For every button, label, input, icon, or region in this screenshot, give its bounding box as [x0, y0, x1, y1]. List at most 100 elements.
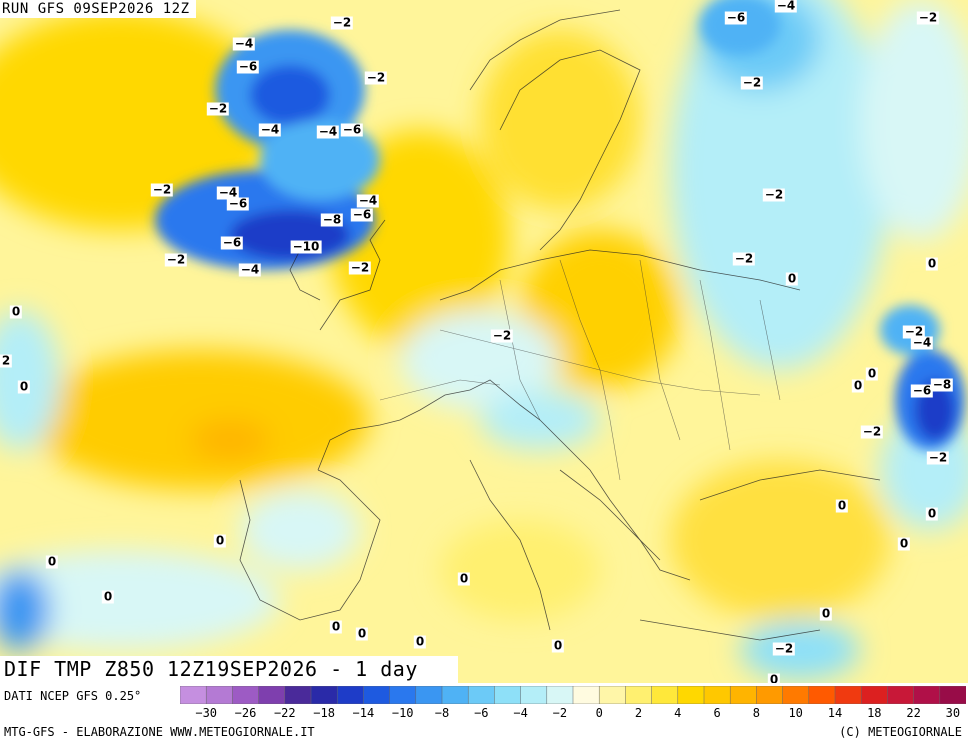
color-scale-swatch — [598, 686, 627, 704]
color-scale-tick-label: −30 — [195, 706, 218, 720]
color-scale-tick-label: −26 — [234, 706, 257, 720]
contour-label: −4 — [216, 185, 240, 200]
color-scale-swatch — [205, 686, 234, 704]
contour-label: −6 — [236, 59, 260, 74]
color-scale-tick-label: 30 — [945, 706, 961, 720]
contour-label: −4 — [238, 262, 262, 277]
contour-label: 2 — [0, 353, 13, 368]
color-scale-swatch — [703, 686, 731, 704]
contour-label: −2 — [364, 70, 388, 85]
color-scale-tick-label: 18 — [867, 706, 882, 720]
color-scale-tick-label: −14 — [352, 706, 375, 720]
color-scale-swatch — [467, 686, 496, 704]
color-scale-tick-label: 22 — [906, 706, 921, 720]
color-scale-tick-label: 14 — [827, 706, 843, 720]
credit-left: MTG-GFS - ELABORAZIONE WWW.METEOGIORNALE… — [4, 725, 315, 739]
contour-label: −4 — [910, 335, 934, 350]
run-label: RUN GFS 09SEP2026 12Z — [0, 0, 196, 18]
color-scale-swatch — [310, 686, 338, 704]
color-scale-tick-label: 0 — [595, 706, 603, 720]
coastlines — [239, 9, 881, 641]
contour-label: −2 — [732, 251, 756, 266]
color-scale-swatch — [389, 686, 417, 704]
contour-label: −2 — [860, 424, 884, 439]
color-scale-bar — [180, 686, 966, 704]
contour-label: −2 — [490, 328, 514, 343]
credit-right: (C) METEOGIORNALE — [839, 725, 962, 739]
contour-label: 0 — [329, 619, 343, 634]
color-scale-tick-label: 8 — [752, 706, 761, 720]
contour-label: 0 — [45, 554, 59, 569]
color-scale-tick-label: −22 — [273, 706, 296, 720]
color-scale-tick-label: 2 — [634, 706, 643, 720]
map-field — [0, 0, 968, 683]
color-scale-swatch — [834, 686, 862, 704]
contour-label: −4 — [316, 124, 340, 139]
contour-label: −4 — [258, 122, 282, 137]
color-scale-swatch — [232, 686, 260, 704]
color-scale-swatch — [415, 686, 443, 704]
contour-label: −4 — [356, 193, 380, 208]
contour-label: −6 — [340, 122, 364, 137]
color-scale-swatch — [756, 686, 784, 704]
color-scale-tick-label: −18 — [313, 706, 335, 720]
color-scale-swatch — [651, 686, 679, 704]
contour-label: 0 — [819, 606, 833, 621]
contour-label: −2 — [772, 641, 796, 656]
contour-label: −4 — [232, 36, 256, 51]
color-scale-swatch — [363, 686, 391, 704]
contour-label: 0 — [897, 536, 911, 551]
contour-label: −6 — [226, 196, 250, 211]
color-scale-swatch — [860, 686, 889, 704]
color-scale-swatch — [729, 686, 758, 704]
color-scale-swatch — [939, 686, 966, 704]
contour-label: −6 — [350, 207, 374, 222]
color-scale-tick-label: 6 — [713, 706, 721, 720]
contour-label: 0 — [851, 378, 865, 393]
temperature-anomaly-map: RUN GFS 09SEP2026 12Z −2 −4 −6 −2 −2 −4 … — [0, 0, 968, 683]
anomaly-shading — [0, 0, 968, 680]
contour-label: −2 — [916, 10, 940, 25]
contour-label: −2 — [740, 75, 764, 90]
color-scale-tick-label: 4 — [674, 706, 682, 720]
contour-label: −8 — [930, 377, 954, 392]
color-scale-swatch — [336, 686, 365, 704]
data-source-label: DATI NCEP GFS 0.25° — [4, 689, 142, 703]
color-scale-swatch — [284, 686, 312, 704]
contour-label: −2 — [902, 324, 926, 339]
contour-label: 0 — [17, 379, 31, 394]
color-scale-swatch — [808, 686, 836, 704]
contour-label: 0 — [551, 638, 565, 653]
color-scale-swatch — [782, 686, 810, 704]
field-label: DIF TMP Z850 12Z19SEP2026 - 1 day — [0, 656, 458, 683]
contour-label: −2 — [762, 187, 786, 202]
contour-label: 0 — [457, 571, 471, 586]
contour-label: 0 — [9, 304, 23, 319]
contour-label: 0 — [213, 533, 227, 548]
color-scale-swatch — [258, 686, 286, 704]
color-scale-swatch — [546, 686, 574, 704]
contour-label: −8 — [320, 212, 344, 227]
contour-label: −6 — [220, 235, 244, 250]
contour-label: −2 — [926, 450, 950, 465]
contour-label: −2 — [150, 182, 174, 197]
contour-label: 0 — [865, 366, 879, 381]
contour-label: −2 — [206, 101, 230, 116]
color-scale-tick-label: 10 — [788, 706, 803, 720]
contour-label: −6 — [724, 10, 748, 25]
color-scale-tick-label: −10 — [391, 706, 414, 720]
color-scale-swatch — [625, 686, 653, 704]
color-scale-swatch — [572, 686, 600, 704]
contour-label: 0 — [925, 506, 939, 521]
contour-label: 0 — [413, 634, 427, 649]
color-scale-swatch — [180, 686, 207, 704]
contour-label: −2 — [330, 15, 354, 30]
contour-label: 0 — [767, 673, 781, 683]
color-scale-swatch — [441, 686, 469, 704]
color-scale-swatch — [494, 686, 522, 704]
color-scale-tick-label: −4 — [513, 706, 528, 720]
contour-label: −6 — [910, 383, 934, 398]
color-scale-tick-label: −8 — [434, 706, 450, 720]
contour-label: 0 — [101, 589, 115, 604]
color-scale-swatch — [520, 686, 548, 704]
